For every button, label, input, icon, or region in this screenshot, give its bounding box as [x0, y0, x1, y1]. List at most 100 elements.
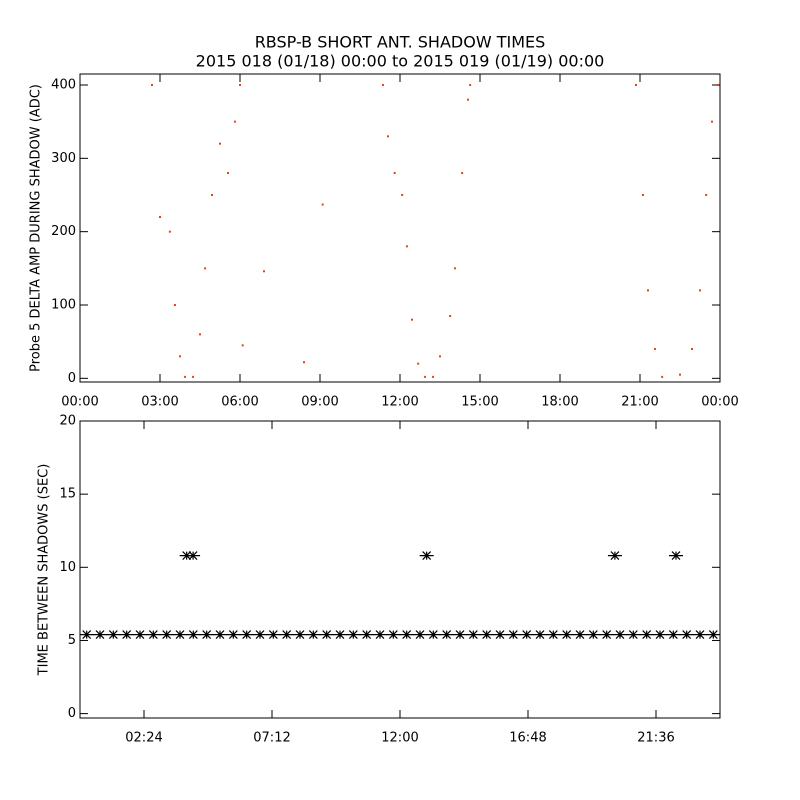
point [706, 630, 721, 640]
point [186, 630, 201, 640]
point [211, 194, 213, 196]
point [653, 630, 667, 640]
point [204, 267, 207, 270]
point [263, 270, 265, 273]
point [321, 203, 324, 206]
point [184, 375, 187, 378]
point [173, 630, 187, 640]
y-axis-label: TIME BETWEEN SHADOWS (SEC) [37, 464, 52, 677]
point [424, 375, 427, 378]
x-tick-label: 07:12 [253, 731, 290, 746]
plot-frame [79, 73, 721, 383]
point [461, 172, 464, 174]
point [199, 630, 214, 640]
y-tick-label: 20 [59, 414, 76, 429]
chart-subtitle: 2015 018 (01/18) 00:00 to 2015 019 (01/1… [196, 52, 605, 71]
x-tick-label: 00:00 [61, 395, 98, 410]
x-tick-label: 02:24 [125, 731, 162, 746]
point [373, 630, 387, 640]
point [679, 630, 694, 640]
point [186, 551, 201, 561]
point [387, 135, 389, 138]
x-tick-label: 21:36 [637, 731, 674, 746]
x-tick-label: 16:48 [509, 731, 546, 746]
point [219, 142, 221, 145]
point [266, 630, 281, 640]
point [303, 361, 305, 364]
point [359, 630, 374, 640]
y-tick-label: 15 [59, 487, 76, 502]
point [381, 84, 384, 86]
x-tick-label: 18:00 [541, 395, 578, 410]
point [607, 551, 622, 561]
point [239, 630, 254, 640]
point [159, 216, 161, 218]
y-axis-label: Probe 5 DELTA AMP DURING SHADOW (ADC) [29, 84, 44, 372]
point [705, 194, 708, 196]
point [399, 630, 414, 640]
point [93, 630, 107, 640]
point [586, 630, 601, 640]
point [613, 630, 627, 640]
point [199, 333, 201, 336]
point [133, 630, 147, 640]
point [432, 375, 435, 378]
point [693, 630, 707, 640]
point [466, 630, 481, 640]
point [711, 120, 713, 123]
point [319, 630, 334, 640]
point [253, 630, 267, 640]
point [453, 630, 467, 640]
point [401, 194, 404, 196]
point [386, 630, 401, 640]
y-tick-label: 5 [68, 633, 76, 648]
point [159, 630, 174, 640]
point [467, 98, 469, 101]
y-tick-label: 10 [59, 560, 76, 575]
point [306, 630, 321, 640]
point [439, 630, 454, 640]
point [233, 120, 236, 123]
point [519, 630, 534, 640]
point [469, 84, 472, 86]
x-tick-label: 09:00 [301, 395, 338, 410]
point [546, 630, 561, 640]
point [413, 630, 427, 640]
point [661, 375, 664, 378]
y-tick-label: 200 [51, 224, 76, 239]
y-tick-label: 300 [51, 151, 76, 166]
x-tick-label: 06:00 [221, 395, 258, 410]
point [346, 630, 361, 640]
point [669, 551, 683, 561]
point [453, 267, 456, 270]
point [227, 172, 229, 174]
point [493, 630, 507, 640]
point [717, 84, 720, 86]
point [506, 630, 521, 640]
point [79, 630, 94, 640]
point [239, 84, 241, 86]
point [192, 375, 195, 378]
chart-title: RBSP-B SHORT ANT. SHADOW TIMES [255, 33, 546, 52]
y-tick-label: 0 [68, 706, 76, 721]
x-tick-label: 12:00 [381, 731, 418, 746]
point [559, 630, 574, 640]
point [405, 245, 408, 248]
point [573, 630, 587, 640]
point [691, 348, 693, 350]
point [639, 630, 654, 640]
point [641, 194, 644, 196]
x-tick-label: 15:00 [461, 395, 498, 410]
point [151, 84, 153, 86]
point [333, 630, 347, 640]
point [533, 630, 547, 640]
plot-frame [79, 420, 721, 719]
point [699, 289, 701, 292]
x-tick-label: 00:00 [701, 395, 738, 410]
point [635, 84, 637, 86]
point [479, 630, 494, 640]
point [653, 348, 656, 350]
point [417, 362, 420, 365]
point [293, 630, 307, 640]
